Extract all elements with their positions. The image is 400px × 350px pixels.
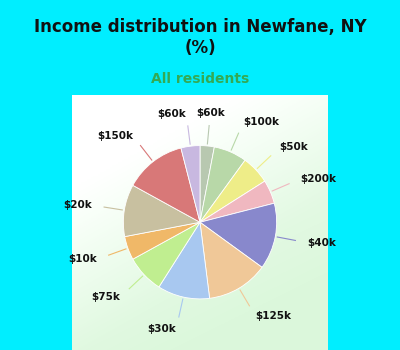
Text: $10k: $10k [68, 254, 97, 264]
Text: $100k: $100k [244, 117, 280, 127]
Text: $60k: $60k [196, 108, 225, 118]
Text: $40k: $40k [308, 238, 336, 248]
Wedge shape [200, 222, 262, 298]
Wedge shape [133, 222, 200, 287]
Wedge shape [125, 222, 200, 259]
Wedge shape [133, 148, 200, 222]
Text: All residents: All residents [151, 72, 249, 86]
Wedge shape [200, 203, 277, 267]
Text: $200k: $200k [300, 174, 336, 184]
Wedge shape [159, 222, 210, 299]
Text: Income distribution in Newfane, NY
(%): Income distribution in Newfane, NY (%) [34, 18, 366, 57]
Text: $150k: $150k [97, 131, 133, 141]
Text: $60k: $60k [158, 109, 186, 119]
Text: $20k: $20k [63, 200, 92, 210]
Wedge shape [200, 160, 265, 222]
Wedge shape [123, 185, 200, 237]
Wedge shape [200, 146, 214, 222]
Text: $125k: $125k [256, 312, 292, 321]
Wedge shape [200, 147, 245, 222]
Text: $75k: $75k [92, 292, 120, 302]
Text: $30k: $30k [147, 324, 176, 334]
Text: $50k: $50k [280, 142, 308, 152]
Wedge shape [181, 146, 200, 222]
Wedge shape [200, 181, 274, 222]
